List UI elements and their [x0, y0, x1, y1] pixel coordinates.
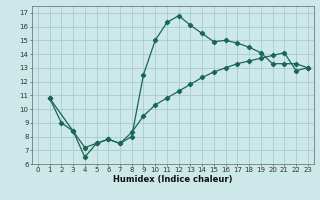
- X-axis label: Humidex (Indice chaleur): Humidex (Indice chaleur): [113, 175, 233, 184]
